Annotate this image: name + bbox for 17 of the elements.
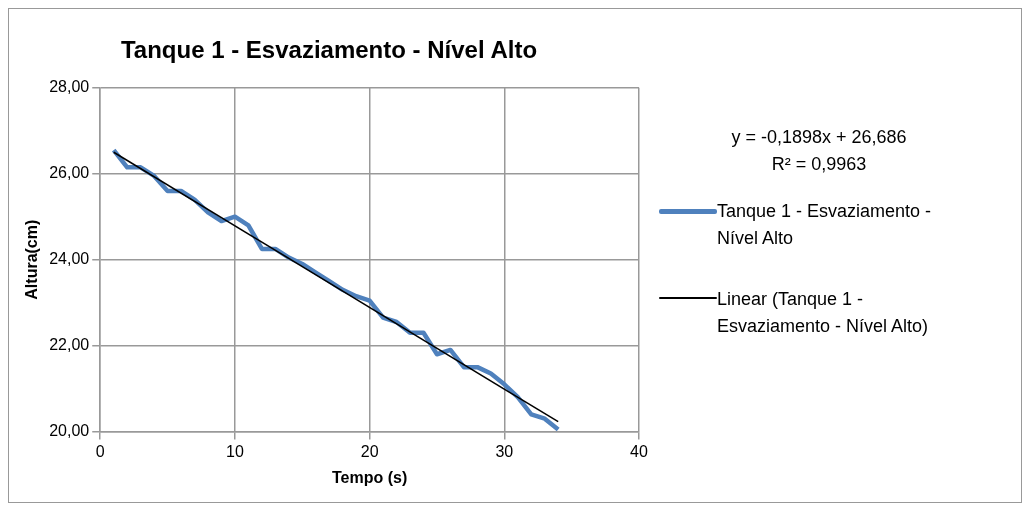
x-tick-label: 40: [630, 442, 648, 460]
chart-title: Tanque 1 - Esvaziamento - Nível Alto: [120, 36, 538, 64]
legend-label: Tanque 1 - Esvaziamento - Nível Alto: [717, 200, 933, 250]
y-tick-label: 24,00: [49, 250, 90, 268]
text: R² = 0,9963: [770, 153, 868, 176]
x-tick-label: 20: [360, 442, 379, 460]
x-axis-title: Tempo (s): [331, 468, 408, 486]
y-tick-label: 28,00: [49, 78, 90, 96]
legend-label: Linear (Tanque 1 - Esvaziamento - Nível Alto): [717, 288, 930, 338]
x-tick-label: 10: [226, 442, 244, 460]
x-tick-label: 30: [495, 442, 514, 460]
y-tick-label: 22,00: [49, 336, 90, 354]
x-tick-label: 0: [95, 442, 105, 460]
y-axis-title: Altura(cm): [23, 219, 41, 300]
y-tick-label: 26,00: [49, 164, 90, 182]
text: y = -0,1898x + 26,686: [730, 126, 908, 149]
y-tick-label: 20,00: [49, 422, 90, 440]
